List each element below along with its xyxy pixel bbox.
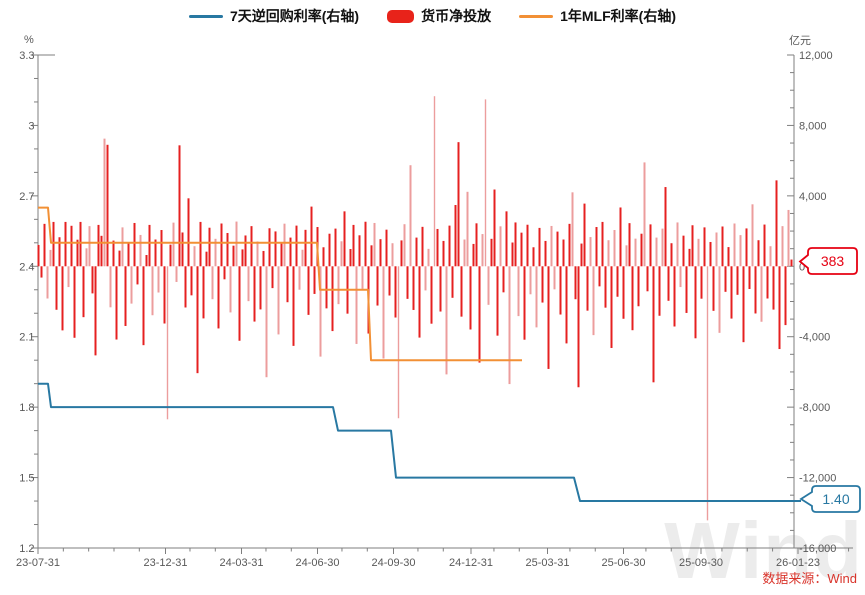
svg-text:25-03-31: 25-03-31 <box>525 557 569 569</box>
svg-text:-12,000: -12,000 <box>799 473 836 485</box>
svg-text:24-12-31: 24-12-31 <box>449 557 493 569</box>
legend: 7天逆回购利率(右轴) 货币净投放 1年MLF利率(右轴) <box>0 6 865 26</box>
svg-text:2.4: 2.4 <box>19 261 34 273</box>
svg-text:3.3: 3.3 <box>19 50 34 62</box>
legend-item-net-injection[interactable]: 货币净投放 <box>387 6 491 26</box>
svg-text:24-03-31: 24-03-31 <box>219 557 263 569</box>
svg-text:0: 0 <box>799 261 805 273</box>
legend-label-repo-rate: 7天逆回购利率(右轴) <box>229 8 360 24</box>
svg-text:2.7: 2.7 <box>19 191 34 203</box>
svg-text:8,000: 8,000 <box>799 120 827 132</box>
svg-text:1.8: 1.8 <box>19 402 34 414</box>
svg-text:23-07-31: 23-07-31 <box>16 557 60 569</box>
svg-text:3: 3 <box>28 120 34 132</box>
svg-text:25-06-30: 25-06-30 <box>601 557 645 569</box>
right-axis-unit: 亿元 <box>789 35 811 47</box>
callout-repo-last: 1.40 <box>799 485 861 513</box>
left-axis-unit: % <box>24 34 34 46</box>
svg-text:-4,000: -4,000 <box>799 332 830 344</box>
svg-text:2.1: 2.1 <box>19 332 34 344</box>
callout-bars-value: 383 <box>821 253 845 269</box>
bars-layer <box>37 96 793 521</box>
svg-text:23-12-31: 23-12-31 <box>143 557 187 569</box>
mlf-line <box>38 206 522 362</box>
svg-text:-16,000: -16,000 <box>799 543 836 555</box>
axes-layer: 3.3 3 2.7 2.4 2.1 1.8 1.5 1.2 12,000 8,000 4,000 0 -… <box>16 50 853 569</box>
svg-text:24-09-30: 24-09-30 <box>371 557 415 569</box>
net-injection-bar-swatch-icon <box>387 9 415 23</box>
svg-text:1.5: 1.5 <box>19 473 34 485</box>
callout-bars-box <box>798 247 858 275</box>
data-source: 数据来源：Wind <box>762 571 857 586</box>
svg-text:24-06-30: 24-06-30 <box>295 557 339 569</box>
callout-repo-box <box>799 485 861 513</box>
svg-text:26-01-23: 26-01-23 <box>776 557 820 569</box>
svg-text:-8,000: -8,000 <box>799 402 830 414</box>
callout-repo-value: 1.40 <box>822 491 849 507</box>
legend-label-mlf-rate: 1年MLF利率(右轴) <box>560 8 676 24</box>
wind-watermark: Wind <box>664 506 863 595</box>
svg-text:1.2: 1.2 <box>19 543 34 555</box>
svg-text:4,000: 4,000 <box>799 191 827 203</box>
svg-text:25-09-30: 25-09-30 <box>679 557 723 569</box>
svg-text:12,000: 12,000 <box>799 50 833 62</box>
legend-item-mlf-rate[interactable]: 1年MLF利率(右轴) <box>519 6 676 26</box>
repo-line-swatch-icon <box>188 14 223 18</box>
legend-item-repo-rate[interactable]: 7天逆回购利率(右轴) <box>188 6 360 26</box>
mlf-line-swatch-icon <box>519 14 554 18</box>
callout-bars-last: 383 <box>798 247 858 275</box>
legend-label-net-injection: 货币净投放 <box>421 8 492 24</box>
repo-line <box>38 382 801 502</box>
